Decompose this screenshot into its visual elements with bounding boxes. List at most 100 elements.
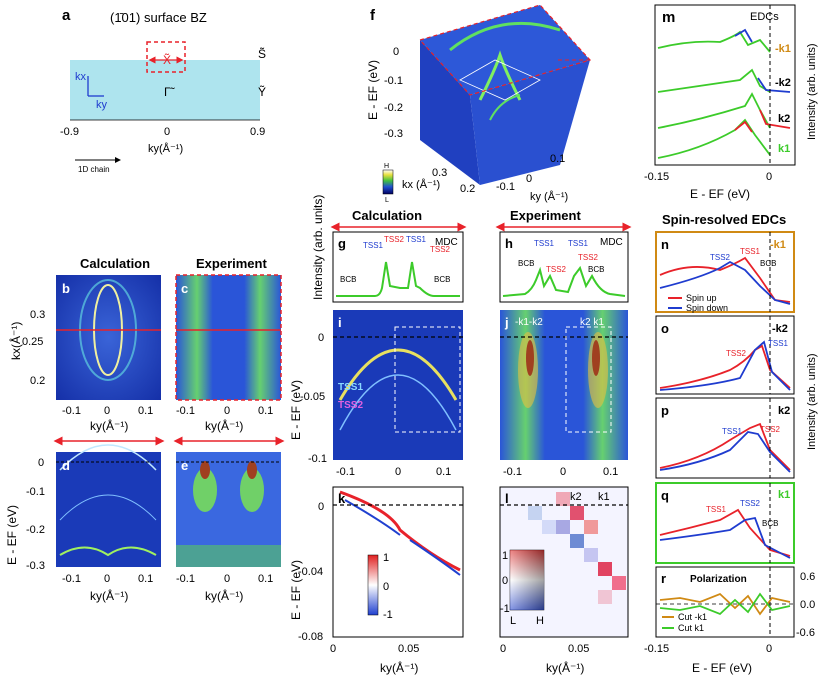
m-ylabel: Intensity (arb. units) — [806, 43, 818, 140]
k-cbar-0: 1 — [383, 552, 389, 564]
b-xlabel: ky(Å⁻¹) — [90, 418, 128, 433]
tick-a-0: -0.9 — [60, 126, 79, 138]
k-cbar-2: -1 — [383, 609, 393, 621]
panel-letter-k: k — [338, 491, 346, 506]
k-xlabel: ky(Å⁻¹) — [380, 660, 418, 675]
b-xtick-1: 0 — [104, 405, 110, 417]
o-cut: -k2 — [772, 323, 788, 335]
g-tss1-right: TSS1 — [406, 235, 427, 244]
o-tss2: TSS2 — [726, 349, 747, 358]
f-ky-label: ky (Å⁻¹) — [530, 190, 568, 203]
d-ytick-1: -0.1 — [26, 486, 45, 498]
panel-g: g MDC TSS1 TSS2 TSS1 TSS2 BCB BCB — [332, 231, 464, 303]
f-ylabel: E - EF (eV) — [366, 60, 380, 120]
header-exp-c: Experiment — [196, 256, 267, 271]
panel-q: q k1 TSS1 TSS2 BCB — [655, 482, 795, 564]
m-xtick-1: 0 — [766, 171, 772, 183]
panel-d-image — [56, 452, 161, 567]
i-xtick-0: -0.1 — [336, 466, 355, 478]
l-k1: k1 — [598, 491, 610, 503]
g-mdc: MDC — [435, 237, 458, 248]
header-calc: Calculation — [352, 208, 422, 223]
panel-letter-r: r — [661, 571, 666, 586]
g-tss1-left: TSS1 — [363, 241, 384, 250]
l-k2: k2 — [570, 491, 582, 503]
panel-j: j -k1-k2 k2 k1 -0.1 0 0.1 — [500, 310, 628, 478]
kx-label: kx — [75, 71, 87, 83]
j-cuts-neg: -k1-k2 — [515, 317, 543, 328]
panel-c-image — [176, 275, 281, 400]
l-cbar-h: H — [536, 615, 544, 627]
k-xtick-1: 0.05 — [398, 643, 419, 655]
d-ylabel: E - EF (eV) — [5, 505, 19, 565]
gamma-point-label: Γ̃ — [164, 85, 176, 99]
d-ytick-3: -0.3 — [26, 560, 45, 572]
panel-letter-n: n — [661, 237, 669, 252]
j-cuts-pos: k2 k1 — [580, 317, 604, 328]
panel-letter-o: o — [661, 321, 669, 336]
panel-letter-e: e — [181, 458, 188, 473]
p-tss1: TSS1 — [722, 427, 743, 436]
panel-letter-a: a — [62, 7, 71, 24]
k-cbar-1: 0 — [383, 581, 389, 593]
panel-i-image — [333, 310, 463, 460]
q-tss1: TSS1 — [706, 505, 727, 514]
f-ky-tick-0: -0.1 — [496, 181, 515, 193]
x-point-label: X̃ — [163, 52, 171, 67]
h-mdc: MDC — [600, 237, 623, 248]
m-cut-0: -k1 — [775, 43, 791, 55]
tick-a-1: 0 — [164, 126, 170, 138]
panel-m: m EDCs -k1 -k2 k2 k1 -0.15 0 E - EF (eV)… — [644, 4, 818, 201]
r-title: Polarization — [690, 574, 747, 585]
panel-letter-f: f — [370, 7, 376, 24]
panel-letter-l: l — [505, 491, 509, 506]
f-ytick-0: 0 — [393, 46, 399, 58]
d-ytick-0: 0 — [38, 457, 44, 469]
f-cbar-l: L — [385, 197, 389, 204]
f-kx-tick-0: 0.3 — [432, 167, 447, 179]
cube-left — [420, 40, 480, 185]
b-ytick-2: 0.2 — [30, 375, 45, 387]
l-cbar-1: 0 — [502, 575, 508, 587]
panel-o: o -k2 TSS2 TSS1 — [655, 315, 795, 395]
h-bcb-left: BCB — [518, 259, 534, 268]
g-tss2-left: TSS2 — [384, 235, 405, 244]
ky-label: ky — [96, 99, 108, 111]
panel-b-image — [56, 275, 161, 400]
r-ytick-1: 0.0 — [800, 599, 815, 611]
panel-a-xlabel: ky(Å⁻¹) — [148, 142, 183, 155]
panel-letter-b: b — [62, 281, 70, 296]
h-tss2-left: TSS2 — [546, 265, 567, 274]
f-kx-label: kx (Å⁻¹) — [402, 178, 440, 191]
o-tss1: TSS1 — [768, 339, 789, 348]
panel-f: f 0 -0.1 -0.2 -0.3 E - EF (eV) H L kx (Å… — [366, 4, 592, 204]
i-tss2: TSS2 — [338, 400, 363, 411]
q-tss2: TSS2 — [740, 499, 761, 508]
f-kx-tick-1: 0.2 — [460, 183, 475, 195]
panel-n: n -k1 TSS2 TSS1 BCB Spin up Spin down — [655, 231, 795, 313]
h-tss2-right: TSS2 — [578, 253, 599, 262]
panel-letter-i: i — [338, 315, 342, 330]
m-cut-1: -k2 — [775, 77, 791, 89]
r-xtick-1: 0 — [766, 643, 772, 655]
f-colorbar — [382, 169, 394, 195]
f-ytick-1: -0.1 — [384, 75, 403, 87]
l-xlabel: ky(Å⁻¹) — [546, 660, 584, 675]
c-xtick-1: 0 — [224, 405, 230, 417]
d-ytick-2: -0.2 — [26, 524, 45, 536]
e-xtick-2: 0.1 — [258, 573, 273, 585]
f-cbar-h: H — [384, 163, 389, 170]
k-ytick-1: -0.04 — [298, 566, 323, 578]
h-tss1-left: TSS1 — [534, 239, 555, 248]
r-legend-1: Cut -k1 — [678, 612, 707, 622]
x-point-box — [146, 41, 186, 73]
g-tss2-right: TSS2 — [430, 245, 451, 254]
r-xlabel: E - EF (eV) — [692, 661, 752, 675]
c-xtick-2: 0.1 — [258, 405, 273, 417]
q-bcb: BCB — [762, 519, 778, 528]
r-ytick-2: -0.6 — [796, 627, 815, 639]
side-ylabel: Intensity (arb. units) — [806, 353, 818, 450]
m-edcs: EDCs — [750, 11, 779, 23]
j-xtick-0: -0.1 — [503, 466, 522, 478]
panel-a: a (1̄01) surface BZ X̃ S̃ Γ̃ Ỹ kx ky -0.… — [60, 7, 266, 174]
